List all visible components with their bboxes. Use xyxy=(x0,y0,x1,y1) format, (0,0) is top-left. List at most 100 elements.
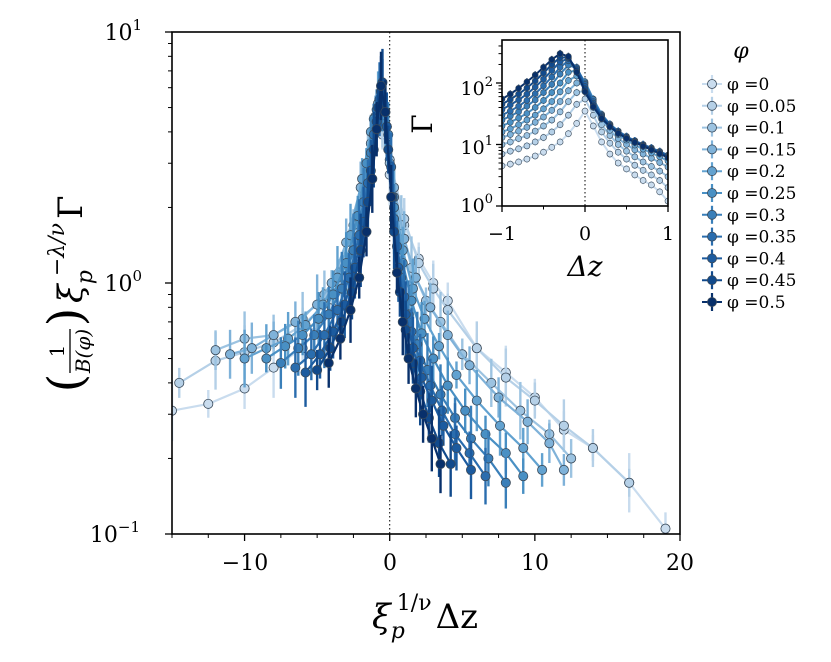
inset-data-point xyxy=(515,127,522,135)
legend-label: φ =0.3 xyxy=(727,206,786,226)
inset-data-point xyxy=(623,135,630,142)
inset-y-axis-label: Γ xyxy=(406,114,439,133)
inset-series-1 xyxy=(502,95,668,192)
inset-data-point xyxy=(548,67,556,74)
main-x-tick-label: −10 xyxy=(222,551,268,576)
data-point xyxy=(624,477,635,488)
inset-data-point xyxy=(540,105,547,113)
inset-data-point xyxy=(540,75,547,83)
legend-marker xyxy=(707,122,717,133)
legend-label: φ =0.25 xyxy=(727,184,796,204)
legend-items: φ =0φ =0.05φ =0.1φ =0.15φ =0.2φ =0.25φ =… xyxy=(702,75,796,313)
inset-data-point xyxy=(523,142,531,150)
inset-data-point xyxy=(548,128,556,136)
data-point xyxy=(445,459,456,470)
data-point xyxy=(300,367,311,378)
inset-data-point xyxy=(556,88,564,96)
inset-data-point xyxy=(548,73,556,81)
inset-data-point xyxy=(631,139,639,146)
data-point xyxy=(529,395,540,406)
data-point xyxy=(386,192,397,203)
inset-data-point xyxy=(598,138,605,146)
legend-label: φ =0.35 xyxy=(727,228,796,248)
data-point xyxy=(268,330,279,341)
svg-text:): ) xyxy=(38,308,94,327)
inset-data-point xyxy=(548,81,556,88)
data-point xyxy=(391,267,402,278)
data-point xyxy=(210,345,221,356)
legend-marker xyxy=(707,100,717,111)
data-point xyxy=(376,80,387,91)
inset-data-point xyxy=(606,139,614,147)
data-point xyxy=(471,343,482,354)
inset-data-point xyxy=(648,181,655,189)
inset-data-point xyxy=(531,152,539,160)
data-point xyxy=(495,420,506,431)
series-10 xyxy=(323,51,446,494)
inset-data-point xyxy=(656,150,664,157)
inset-data-point xyxy=(573,101,581,108)
data-point xyxy=(239,353,250,364)
legend-entry: φ =0.1 xyxy=(702,118,786,139)
inset-data-point xyxy=(648,171,655,179)
data-point xyxy=(174,377,185,388)
inset-x-tick-label: −1 xyxy=(488,223,516,245)
data-point xyxy=(558,464,569,475)
inset-data-point xyxy=(606,123,614,130)
svg-text:(: ( xyxy=(38,374,94,393)
legend-title: φ xyxy=(733,39,749,64)
data-point xyxy=(434,341,445,352)
inset-data-point xyxy=(573,79,581,87)
inset-data-point xyxy=(523,155,531,163)
svg-text:1: 1 xyxy=(45,345,69,358)
inset-data-point xyxy=(506,138,514,146)
data-point xyxy=(464,360,475,371)
inset-x-tick-label: 0 xyxy=(579,223,591,245)
legend-marker xyxy=(707,166,717,177)
data-point xyxy=(426,433,437,444)
legend-label: φ =0.2 xyxy=(727,162,786,182)
inset-data-point xyxy=(548,56,556,63)
main-x-axis-label: ξp1/ν Δz xyxy=(372,591,478,644)
inset-data-point xyxy=(548,116,556,124)
inset-data-point xyxy=(523,132,531,139)
data-point xyxy=(268,362,279,373)
data-point xyxy=(435,389,446,400)
inset-data-point xyxy=(656,167,664,175)
data-point xyxy=(558,420,569,431)
inset-data-point xyxy=(581,107,589,115)
inset-data-point xyxy=(623,165,630,173)
inset-data-point xyxy=(515,84,522,92)
data-point xyxy=(500,372,511,383)
legend-marker xyxy=(707,275,717,286)
svg-text:ξp−λ/νΓ: ξp−λ/νΓ xyxy=(45,195,98,303)
legend-entry: φ =0.3 xyxy=(702,205,786,226)
inset-data-point xyxy=(631,171,639,179)
data-point xyxy=(425,302,436,313)
data-point xyxy=(246,343,257,354)
data-point xyxy=(306,349,317,360)
data-point xyxy=(323,358,334,369)
inset-data-point xyxy=(656,188,664,196)
inset-data-point xyxy=(540,89,547,96)
data-point xyxy=(225,349,236,360)
inset-data-point xyxy=(523,97,531,104)
inset-data-point xyxy=(515,96,522,104)
inset-data-point xyxy=(531,118,539,126)
inset-data-point xyxy=(523,124,531,131)
main-x-tick-label: 10 xyxy=(521,551,549,576)
data-point xyxy=(500,448,511,459)
data-point xyxy=(442,380,453,391)
inset-data-point xyxy=(506,160,514,168)
inset-data-point xyxy=(623,147,630,155)
inset-data-point xyxy=(573,120,581,127)
inset-data-point xyxy=(565,130,572,137)
inset-data-point xyxy=(540,82,547,90)
legend-marker xyxy=(707,144,717,155)
inset-data-point xyxy=(531,111,539,119)
inset-data-point xyxy=(589,103,597,111)
legend-label: φ =0 xyxy=(727,75,769,95)
data-point xyxy=(335,333,346,344)
inset-data-point xyxy=(531,104,539,111)
data-point xyxy=(518,443,529,454)
